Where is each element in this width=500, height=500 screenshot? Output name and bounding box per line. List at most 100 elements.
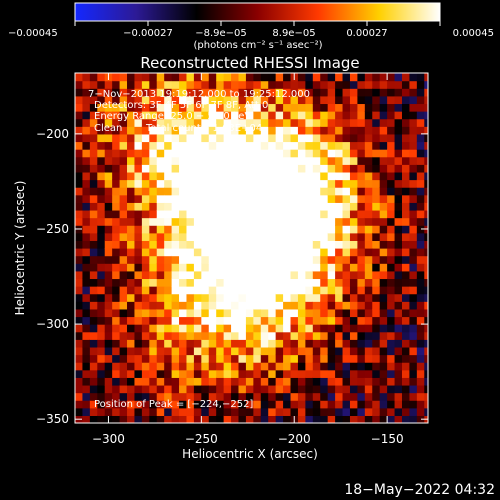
heatmap-cell	[201, 111, 210, 120]
y-tick-label: −200	[36, 127, 69, 141]
heatmap-cell	[89, 384, 98, 394]
y-tick-label: −250	[36, 222, 69, 236]
heatmap-cell	[268, 248, 277, 257]
heatmap-cell	[238, 392, 247, 401]
heatmap-cell	[141, 263, 150, 272]
heatmap-cell	[283, 209, 292, 219]
heatmap-cell	[193, 179, 202, 188]
heatmap-cell	[290, 171, 299, 181]
heatmap-cell	[171, 88, 180, 97]
heatmap-cell	[290, 95, 299, 105]
heatmap-cell	[416, 126, 425, 135]
heatmap-cell	[149, 286, 158, 295]
heatmap-cell	[327, 240, 336, 249]
heatmap-cell	[253, 278, 262, 287]
heatmap-cell	[75, 232, 84, 241]
heatmap-cell	[89, 95, 98, 105]
heatmap-cell	[387, 164, 396, 173]
heatmap-cell	[409, 301, 418, 310]
heatmap-cell	[75, 392, 84, 401]
heatmap-cell	[82, 339, 91, 348]
heatmap-cell	[193, 202, 202, 211]
heatmap-cell	[364, 392, 373, 401]
heatmap-cell	[379, 111, 388, 120]
heatmap-cell	[141, 95, 150, 105]
heatmap-cell	[275, 156, 284, 165]
heatmap-cell	[179, 194, 188, 203]
heatmap-cell	[387, 88, 396, 97]
heatmap-cell	[401, 263, 411, 272]
heatmap-cell	[171, 392, 180, 401]
heatmap-cell	[268, 301, 277, 310]
heatmap-cell	[223, 263, 232, 272]
heatmap-cell	[238, 407, 247, 416]
heatmap-cell	[290, 179, 299, 188]
heatmap-cell	[193, 293, 202, 302]
heatmap-cell	[283, 187, 292, 196]
heatmap-cell	[231, 179, 240, 188]
heatmap-cell	[231, 248, 240, 257]
heatmap-cell	[268, 392, 277, 401]
heatmap-cell	[305, 95, 314, 105]
heatmap-cell	[327, 316, 336, 325]
heatmap-cell	[179, 286, 188, 295]
heatmap-cell	[82, 316, 91, 325]
heatmap-cell	[349, 88, 358, 97]
heatmap-cell	[320, 118, 329, 127]
heatmap-cell	[290, 377, 299, 386]
heatmap-cell	[312, 111, 321, 120]
heatmap-cell	[223, 95, 232, 105]
heatmap-cell	[327, 362, 336, 371]
heatmap-cell	[260, 88, 269, 97]
heatmap-cell	[149, 95, 158, 105]
heatmap-cell	[119, 179, 128, 188]
heatmap-cell	[223, 141, 232, 150]
heatmap-cell	[401, 88, 411, 97]
heatmap-cell	[223, 133, 232, 143]
heatmap-cell	[149, 346, 158, 356]
heatmap-cell	[275, 255, 284, 264]
heatmap-cell	[164, 103, 173, 112]
heatmap-cell	[134, 362, 143, 371]
heatmap-cell	[156, 240, 165, 249]
heatmap-cell	[320, 73, 329, 82]
heatmap-cell	[379, 316, 388, 325]
heatmap-cell	[193, 255, 202, 264]
heatmap-cell	[409, 149, 418, 158]
heatmap-cell	[119, 126, 128, 135]
heatmap-cell	[401, 111, 411, 120]
heatmap-cell	[223, 118, 232, 127]
heatmap-cell	[164, 164, 173, 173]
heatmap-cell	[179, 369, 188, 378]
heatmap-cell	[424, 202, 428, 211]
heatmap-cell	[164, 202, 173, 211]
heatmap-cell	[127, 111, 136, 120]
heatmap-cell	[231, 278, 240, 287]
heatmap-cell	[260, 111, 269, 120]
heatmap-cell	[372, 331, 381, 340]
heatmap-cell	[409, 141, 418, 150]
heatmap-cell	[164, 308, 173, 318]
heatmap-cell	[97, 415, 106, 423]
heatmap-cell	[223, 362, 232, 371]
heatmap-cell	[149, 118, 158, 127]
heatmap-cell	[245, 149, 254, 158]
heatmap-cell	[201, 156, 210, 165]
heatmap-cell	[82, 118, 91, 127]
heatmap-cell	[416, 133, 425, 143]
heatmap-cell	[260, 369, 269, 378]
heatmap-cell	[416, 369, 425, 378]
heatmap-cell	[223, 164, 232, 173]
heatmap-cell	[409, 316, 418, 325]
heatmap-cell	[208, 362, 217, 371]
heatmap-cell	[349, 111, 358, 120]
heatmap-cell	[179, 400, 188, 409]
colorbar-ticks: −0.00045 −0.00027 −8.9e−05 8.9e−05 0.00027 0.…	[8, 21, 494, 39]
heatmap-cell	[275, 118, 284, 127]
x-tick-label: −250	[185, 432, 218, 446]
heatmap-cell	[179, 103, 188, 112]
heatmap-cell	[112, 377, 121, 386]
heatmap-cell	[357, 392, 366, 401]
heatmap-cell	[208, 194, 217, 203]
heatmap-cell	[186, 232, 195, 241]
